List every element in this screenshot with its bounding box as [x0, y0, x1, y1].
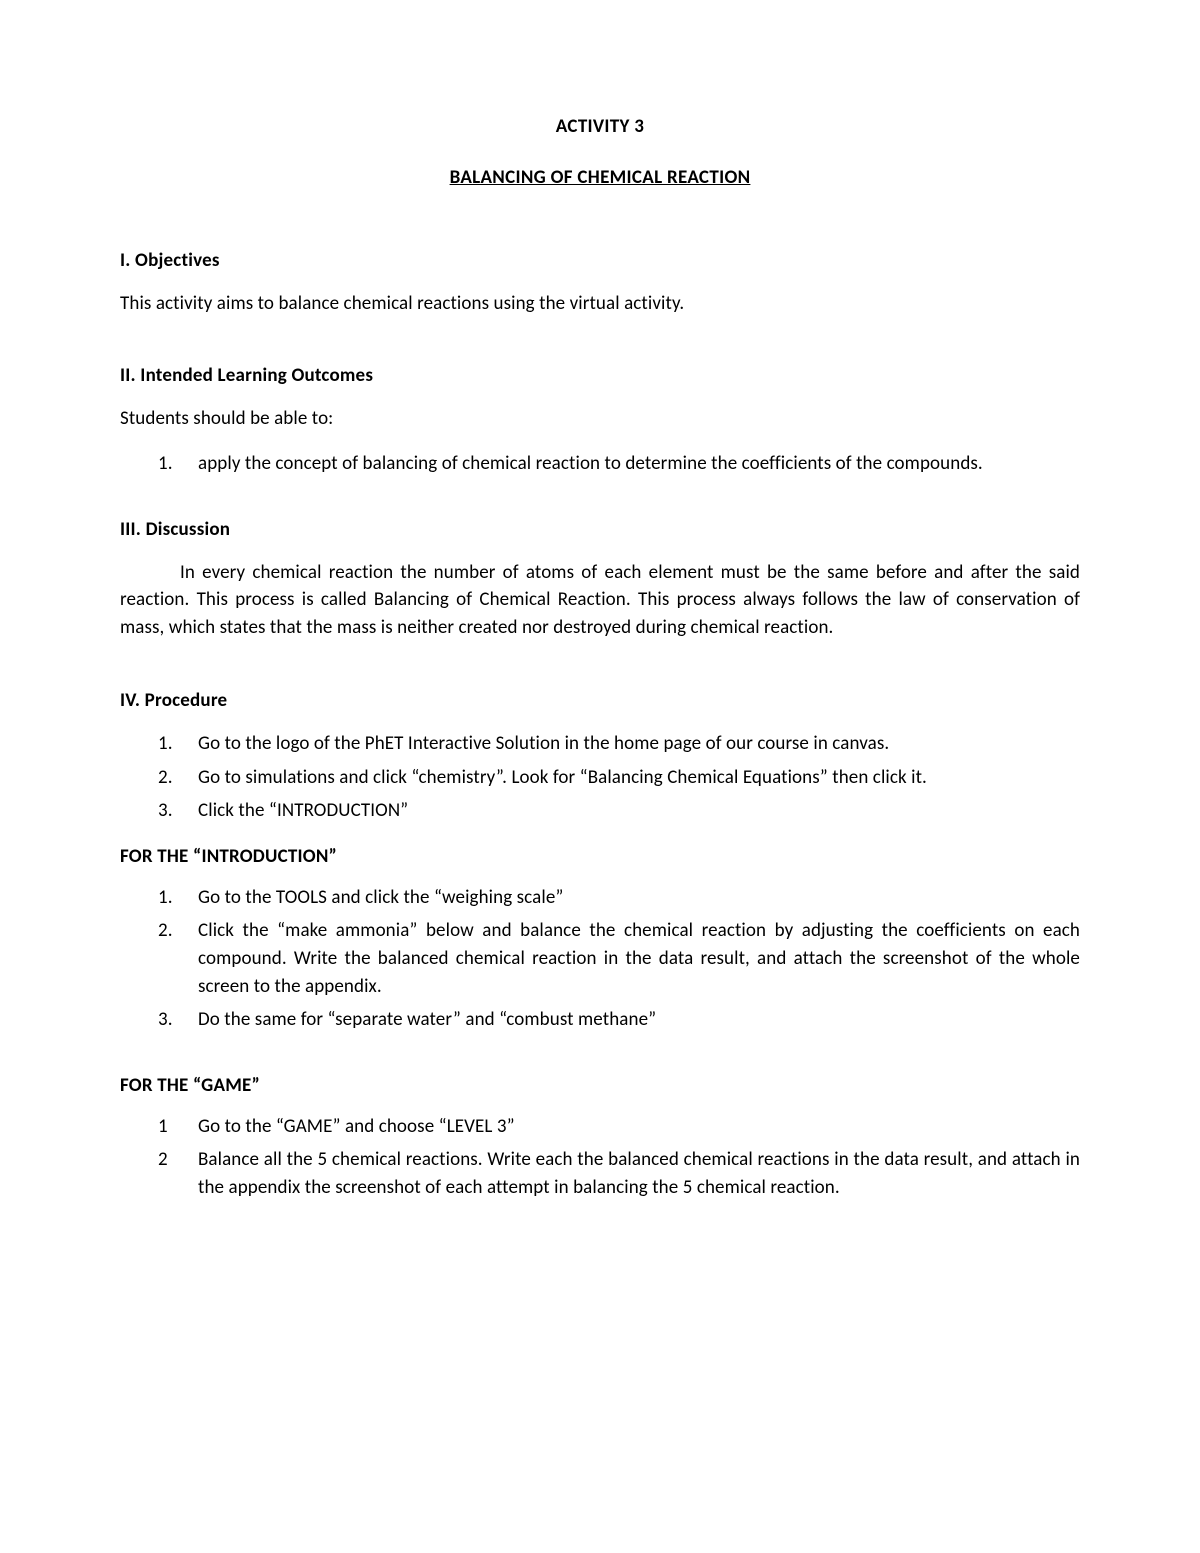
list-text: Click the “make ammonia” below and balan… — [198, 919, 1080, 997]
document-page: ACTIVITY 3 BALANCING OF CHEMICAL REACTIO… — [0, 0, 1200, 1553]
list-marker: 1. — [158, 730, 173, 758]
list-item: 1. apply the concept of balancing of che… — [120, 450, 1080, 478]
ilo-lead: Students should be able to: — [120, 405, 1080, 433]
section-objectives-heading: I. Objectives — [120, 249, 1080, 272]
ilo-list: 1. apply the concept of balancing of che… — [120, 450, 1080, 478]
list-text: Do the same for “separate water” and “co… — [198, 1008, 656, 1031]
procedure-game-heading: FOR THE “GAME” — [120, 1074, 1080, 1097]
section-discussion-heading: III. Discussion — [120, 518, 1080, 541]
section-procedure-heading: IV. Procedure — [120, 689, 1080, 712]
list-marker: 1 — [158, 1113, 168, 1141]
procedure-game-list: 1 Go to the “GAME” and choose “LEVEL 3” … — [120, 1113, 1080, 1202]
list-item: 1. Go to the logo of the PhET Interactiv… — [120, 730, 1080, 758]
objectives-body: This activity aims to balance chemical r… — [120, 290, 1080, 318]
list-text: apply the concept of balancing of chemic… — [198, 452, 983, 475]
list-text: Go to simulations and click “chemistry”.… — [198, 766, 927, 789]
list-item: 3. Click the “INTRODUCTION” — [120, 797, 1080, 825]
list-item: 1. Go to the TOOLS and click the “weighi… — [120, 884, 1080, 912]
list-item: 1 Go to the “GAME” and choose “LEVEL 3” — [120, 1113, 1080, 1141]
list-item: 3. Do the same for “separate water” and … — [120, 1006, 1080, 1034]
activity-number: ACTIVITY 3 — [120, 115, 1080, 138]
list-marker: 2 — [158, 1146, 168, 1174]
list-marker: 2. — [158, 917, 173, 945]
discussion-body: In every chemical reaction the number of… — [120, 559, 1080, 642]
list-text: Go to the TOOLS and click the “weighing … — [198, 886, 563, 909]
list-marker: 2. — [158, 764, 173, 792]
list-item: 2 Balance all the 5 chemical reactions. … — [120, 1146, 1080, 1201]
list-marker: 1. — [158, 450, 173, 478]
list-text: Go to the logo of the PhET Interactive S… — [198, 732, 889, 755]
list-marker: 3. — [158, 1006, 173, 1034]
list-item: 2. Click the “make ammonia” below and ba… — [120, 917, 1080, 1000]
list-text: Click the “INTRODUCTION” — [198, 799, 408, 822]
list-text: Go to the “GAME” and choose “LEVEL 3” — [198, 1115, 515, 1138]
document-title: BALANCING OF CHEMICAL REACTION — [120, 166, 1080, 189]
procedure-intro-list: 1. Go to the TOOLS and click the “weighi… — [120, 884, 1080, 1034]
list-marker: 3. — [158, 797, 173, 825]
list-text: Balance all the 5 chemical reactions. Wr… — [198, 1148, 1080, 1199]
list-item: 2. Go to simulations and click “chemistr… — [120, 764, 1080, 792]
procedure-intro-heading: FOR THE “INTRODUCTION” — [120, 845, 1080, 868]
section-ilo-heading: II. Intended Learning Outcomes — [120, 364, 1080, 387]
procedure-list: 1. Go to the logo of the PhET Interactiv… — [120, 730, 1080, 825]
list-marker: 1. — [158, 884, 173, 912]
